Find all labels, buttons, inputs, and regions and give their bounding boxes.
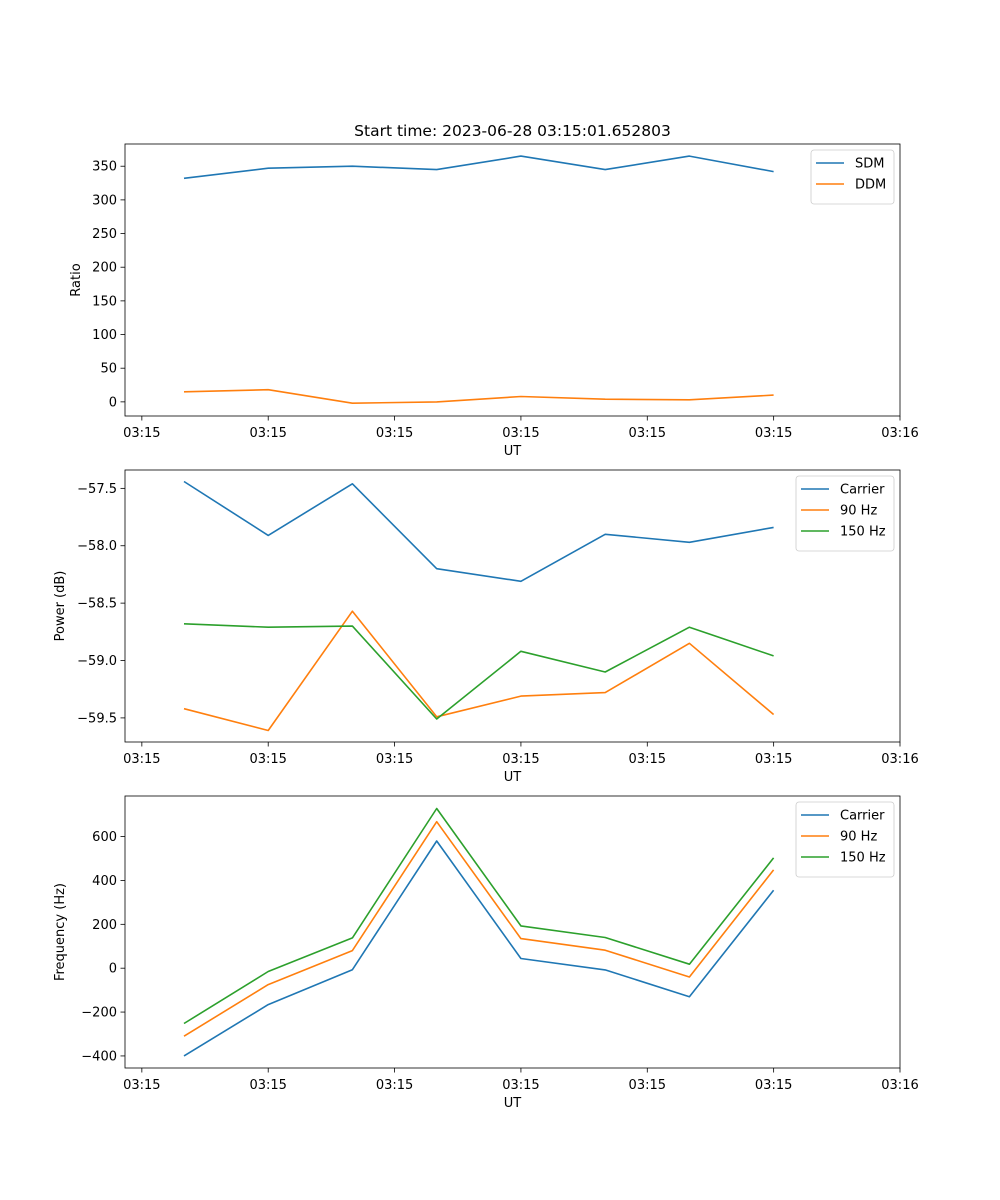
- y-tick-label: −400: [81, 1049, 117, 1064]
- y-tick-label: −57.5: [77, 482, 117, 497]
- axes-frame: [124, 795, 901, 1069]
- legend-label: DDM: [855, 178, 886, 193]
- legend-label: 150 Hz: [840, 851, 886, 866]
- panel-2: 03:15 03:15 03:15 03:15 03:15 03:15 03:16 −59.5…: [53, 469, 919, 785]
- y-tick-label: 0: [109, 962, 117, 977]
- x-axis-label: UT: [504, 444, 522, 459]
- y-axis-label: Ratio: [69, 263, 84, 296]
- series-line-150-hz: [183, 623, 774, 720]
- x-tick-label: 03:15: [629, 752, 666, 767]
- x-tick-label: 03:15: [755, 1078, 792, 1093]
- y-tick-label: 0: [109, 395, 117, 410]
- y-axis-label: Frequency (Hz): [53, 883, 68, 981]
- axes-frame: [124, 469, 901, 743]
- x-tick-label: 03:16: [881, 426, 918, 441]
- x-tick-label: 03:15: [249, 1078, 286, 1093]
- y-tick-label: −59.0: [77, 654, 117, 669]
- series-line-carrier: [183, 840, 775, 1057]
- y-tick-label: 200: [92, 261, 117, 276]
- x-tick-label: 03:15: [376, 1078, 413, 1093]
- x-tick-label: 03:15: [755, 426, 792, 441]
- series-line-150-hz: [183, 807, 775, 1025]
- y-tick-label: −59.5: [77, 711, 117, 726]
- x-axis-label: UT: [504, 1096, 522, 1111]
- y-tick-label: 250: [92, 227, 117, 242]
- y-tick-label: −58.0: [77, 539, 117, 554]
- figure-title: Start time: 2023-06-28 03:15:01.652803: [354, 122, 671, 140]
- y-tick-label: 150: [92, 294, 117, 309]
- legend-label: 90 Hz: [840, 830, 877, 845]
- legend-label: 150 Hz: [840, 525, 886, 540]
- y-tick-label: 100: [92, 328, 117, 343]
- legend-label: Carrier: [840, 809, 885, 824]
- x-tick-label: 03:16: [881, 752, 918, 767]
- x-tick-label: 03:15: [502, 752, 539, 767]
- legend-box: [795, 801, 895, 878]
- y-tick-label: 300: [92, 193, 117, 208]
- x-tick-label: 03:15: [376, 426, 413, 441]
- legend-label: 90 Hz: [840, 504, 877, 519]
- y-axis-label: Power (dB): [53, 571, 68, 642]
- y-tick-label: 200: [92, 918, 117, 933]
- panel-3: 03:15 03:15 03:15 03:15 03:15 03:15 03:16 −400 −…: [53, 795, 919, 1111]
- x-tick-label: 03:15: [376, 752, 413, 767]
- legend: Carrier 90 Hz 150 Hz: [795, 475, 895, 552]
- legend-label: SDM: [855, 157, 884, 172]
- y-tick-label: −58.5: [77, 597, 117, 612]
- legend-label: Carrier: [840, 483, 885, 498]
- series-line-90-hz: [183, 610, 775, 732]
- y-tick-label: 50: [100, 362, 117, 377]
- y-tick-label: 600: [92, 830, 117, 845]
- x-tick-label: 03:15: [249, 752, 286, 767]
- x-tick-label: 03:15: [123, 426, 160, 441]
- panel-1: 03:15 03:15 03:15 03:15 03:15 03:15 03:16 0 50 10…: [69, 143, 919, 459]
- x-tick-label: 03:15: [249, 426, 286, 441]
- x-tick-label: 03:15: [502, 1078, 539, 1093]
- x-tick-label: 03:15: [123, 752, 160, 767]
- series-line-90-hz: [183, 820, 775, 1037]
- x-tick-label: 03:15: [629, 426, 666, 441]
- series-line-ddm: [183, 388, 774, 405]
- x-tick-label: 03:15: [502, 426, 539, 441]
- panels: 03:15 03:15 03:15 03:15 03:15 03:15 03:16 0 50 10…: [53, 143, 919, 1111]
- y-tick-label: 350: [92, 160, 117, 175]
- x-tick-label: 03:16: [881, 1078, 918, 1093]
- series-line-sdm: [183, 155, 774, 180]
- x-tick-label: 03:15: [755, 752, 792, 767]
- x-axis-label: UT: [504, 770, 522, 785]
- y-tick-label: 400: [92, 874, 117, 889]
- series-line-carrier: [183, 480, 774, 583]
- x-tick-label: 03:15: [629, 1078, 666, 1093]
- x-tick-label: 03:15: [123, 1078, 160, 1093]
- legend-box: [795, 475, 895, 552]
- legend: SDM DDM: [810, 149, 895, 205]
- axes-frame: [124, 143, 901, 417]
- y-tick-label: −200: [81, 1006, 117, 1021]
- legend: Carrier 90 Hz 150 Hz: [795, 801, 895, 878]
